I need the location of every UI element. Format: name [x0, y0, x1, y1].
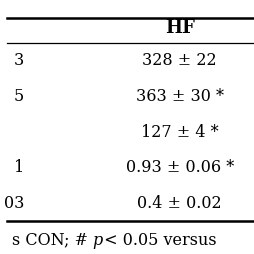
- Text: 0.4 ± 0.02: 0.4 ± 0.02: [137, 195, 222, 212]
- Text: 127 ± 4 *: 127 ± 4 *: [141, 124, 219, 140]
- Text: 328 ± 22: 328 ± 22: [142, 53, 217, 69]
- Text: s CON; #: s CON; #: [11, 232, 93, 248]
- Text: 1: 1: [14, 159, 24, 176]
- Text: HF: HF: [165, 19, 195, 37]
- Text: 0.93 ± 0.06 *: 0.93 ± 0.06 *: [126, 159, 234, 176]
- Text: 363 ± 30 *: 363 ± 30 *: [136, 88, 224, 105]
- Text: 3: 3: [14, 53, 24, 69]
- Text: p: p: [92, 232, 102, 248]
- Text: < 0.05 versus: < 0.05 versus: [99, 232, 217, 248]
- Text: 03: 03: [4, 195, 24, 212]
- Text: 5: 5: [14, 88, 24, 105]
